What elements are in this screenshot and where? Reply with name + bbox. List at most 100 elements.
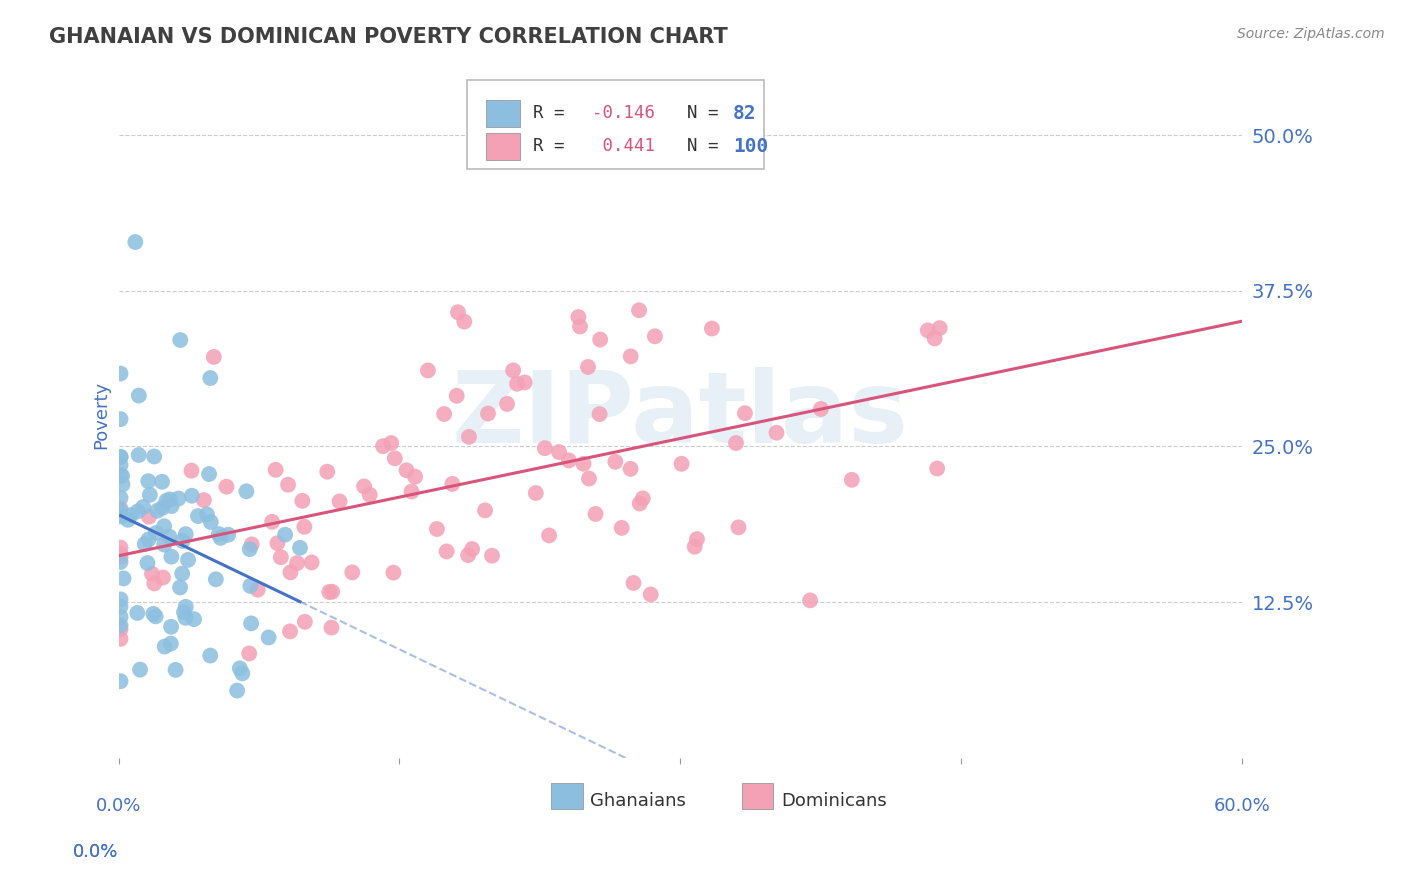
Point <box>172 534 194 549</box>
Point <box>927 461 949 475</box>
Point <box>453 315 475 329</box>
Point <box>644 329 666 343</box>
Text: N =: N = <box>665 137 728 155</box>
Point <box>110 555 132 569</box>
Point <box>474 503 496 517</box>
Point <box>143 576 166 591</box>
Point <box>132 500 155 514</box>
Point <box>110 550 132 565</box>
Point <box>153 538 176 552</box>
Point <box>384 451 406 466</box>
Point <box>301 556 323 570</box>
Point <box>288 541 311 555</box>
Point <box>143 450 166 464</box>
Point <box>700 321 723 335</box>
Point <box>145 526 167 541</box>
Point <box>924 331 946 345</box>
Point <box>576 359 599 374</box>
Point <box>436 544 458 558</box>
Point <box>200 515 222 529</box>
Point <box>266 536 288 550</box>
Text: Dominicans: Dominicans <box>782 792 887 810</box>
Point <box>513 376 536 390</box>
Text: 60.0%: 60.0% <box>1213 797 1270 814</box>
Point <box>280 566 302 580</box>
Point <box>810 402 832 417</box>
Point <box>588 407 610 421</box>
Point <box>141 566 163 581</box>
Point <box>120 508 142 522</box>
Point <box>628 497 651 511</box>
Point <box>262 515 284 529</box>
Text: -0.146: -0.146 <box>592 104 655 122</box>
Text: R =: R = <box>533 137 575 155</box>
Point <box>841 473 863 487</box>
FancyBboxPatch shape <box>486 100 520 127</box>
Point <box>578 472 600 486</box>
Point <box>316 465 339 479</box>
Text: N =: N = <box>665 104 728 122</box>
Point <box>110 618 132 632</box>
Point <box>371 439 394 453</box>
Point <box>160 499 183 513</box>
Point <box>231 666 253 681</box>
Point <box>277 477 299 491</box>
Point <box>727 520 749 534</box>
Point <box>177 553 200 567</box>
Point <box>159 492 181 507</box>
Point <box>172 566 194 581</box>
Point <box>198 467 221 481</box>
Point <box>174 527 197 541</box>
Point <box>187 509 209 524</box>
Text: 82: 82 <box>733 103 756 123</box>
Text: ZIPatlas: ZIPatlas <box>451 367 908 464</box>
Point <box>153 519 176 533</box>
Point <box>193 493 215 508</box>
Point <box>686 532 709 546</box>
Point <box>180 489 202 503</box>
Text: Ghanaians: Ghanaians <box>591 792 686 810</box>
FancyBboxPatch shape <box>742 783 773 809</box>
Point <box>127 504 149 518</box>
Point <box>558 453 581 467</box>
Point <box>180 464 202 478</box>
Point <box>159 637 181 651</box>
Point <box>329 494 352 508</box>
Point <box>110 599 132 614</box>
Text: 0.0%: 0.0% <box>73 843 118 861</box>
Point <box>291 493 314 508</box>
Point <box>619 462 641 476</box>
Point <box>110 367 132 381</box>
Point <box>441 477 464 491</box>
Point <box>278 624 301 639</box>
Point <box>395 463 418 477</box>
Point <box>585 507 607 521</box>
Point <box>226 683 249 698</box>
Point <box>548 445 571 459</box>
Point <box>200 371 222 385</box>
Point <box>111 477 134 491</box>
Point <box>205 572 228 586</box>
Point <box>239 542 262 557</box>
Point <box>477 407 499 421</box>
Point <box>183 612 205 626</box>
Point <box>404 469 426 483</box>
Point <box>174 599 197 614</box>
Point <box>240 537 263 551</box>
FancyBboxPatch shape <box>551 783 582 809</box>
Point <box>146 504 169 518</box>
Point <box>110 450 132 464</box>
Point <box>734 406 756 420</box>
Text: R =: R = <box>533 104 575 122</box>
Point <box>208 527 231 541</box>
Point <box>112 571 135 585</box>
Point <box>110 592 132 607</box>
Point <box>257 631 280 645</box>
Point <box>416 363 439 377</box>
Point <box>631 491 654 506</box>
Point <box>169 333 191 347</box>
Point <box>524 486 547 500</box>
Point <box>342 566 364 580</box>
Point <box>569 319 592 334</box>
Point <box>401 484 423 499</box>
